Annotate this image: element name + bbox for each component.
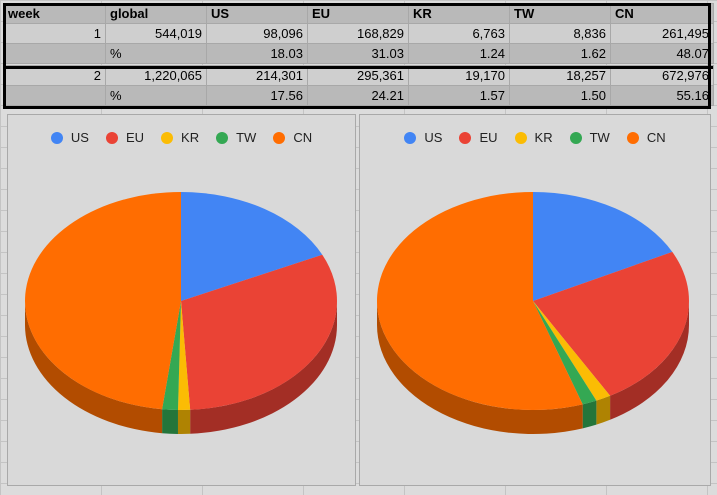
legend-label: KR	[181, 130, 200, 145]
header-global[interactable]: global	[105, 3, 207, 24]
cell-cn[interactable]: 261,495	[610, 23, 714, 44]
cell-global[interactable]: 544,019	[105, 23, 207, 44]
slice-side-tw	[582, 400, 597, 429]
legend-item-cn[interactable]: CN	[626, 130, 666, 145]
slice-side-cn	[25, 301, 163, 434]
legend-label: TW	[236, 130, 257, 145]
header-cn[interactable]: CN	[610, 3, 714, 24]
legend-item-eu[interactable]: EU	[459, 130, 498, 145]
slice-side-tw	[162, 409, 178, 434]
cell-cn-pct[interactable]: 48.07	[610, 43, 714, 64]
cell-eu-pct[interactable]: 24.21	[307, 85, 409, 106]
cell-eu-pct[interactable]: 31.03	[307, 43, 409, 64]
slice-kr[interactable]	[177, 301, 191, 410]
slice-tw[interactable]	[533, 301, 597, 405]
chart-legend: US EU KR TW CN	[360, 130, 710, 145]
legend-dot	[459, 131, 472, 144]
pie-chart-week-1[interactable]: US EU KR TW CN	[7, 114, 356, 486]
cell-us-pct[interactable]: 17.56	[206, 85, 308, 106]
header-eu[interactable]: EU	[307, 3, 409, 24]
header-week[interactable]: week	[3, 3, 106, 24]
legend-label: EU	[125, 130, 145, 145]
slice-kr[interactable]	[533, 301, 611, 401]
cell-week[interactable]: 2	[3, 65, 106, 86]
cell-pct-label[interactable]: %	[105, 43, 207, 64]
cell-eu[interactable]: 168,829	[307, 23, 409, 44]
slice-us[interactable]	[533, 192, 673, 301]
legend-label: KR	[534, 130, 553, 145]
cell-us-pct[interactable]: 18.03	[206, 43, 308, 64]
cell-kr[interactable]: 6,763	[408, 23, 510, 44]
legend-item-us[interactable]: US	[50, 130, 89, 145]
slice-cn[interactable]	[25, 192, 182, 410]
legend-label: EU	[479, 130, 498, 145]
header-tw[interactable]: TW	[509, 3, 611, 24]
pie-chart-week-2[interactable]: US EU KR TW CN	[359, 114, 711, 486]
table-row: 1 544,019 98,096 168,829 6,763 8,836 261…	[3, 23, 714, 44]
cell-pct-label[interactable]: %	[105, 85, 207, 106]
slice-side-kr	[177, 409, 191, 434]
slice-side-cn	[377, 301, 583, 434]
header-kr[interactable]: KR	[408, 3, 510, 24]
legend-item-cn[interactable]: CN	[273, 130, 312, 145]
data-table: week global US EU KR TW CN 1 544,019 98,…	[3, 3, 714, 106]
cell-week[interactable]: 1	[3, 23, 106, 44]
cell-kr[interactable]: 19,170	[408, 65, 510, 86]
legend-item-kr[interactable]: KR	[514, 130, 553, 145]
legend-dot	[626, 131, 639, 144]
slice-side-kr	[596, 395, 611, 425]
table-row: 2 1,220,065 214,301 295,361 19,170 18,25…	[3, 65, 714, 86]
week-separator	[3, 66, 713, 69]
slice-cn[interactable]	[376, 192, 583, 410]
cell-kr-pct[interactable]: 1.24	[408, 43, 510, 64]
cell-tw[interactable]: 8,836	[509, 23, 611, 44]
cell-us[interactable]: 98,096	[206, 23, 308, 44]
pie-svg	[25, 192, 337, 434]
slice-us[interactable]	[181, 192, 323, 301]
pie-svg	[376, 192, 689, 434]
legend-item-tw[interactable]: TW	[216, 130, 256, 145]
cell-tw-pct[interactable]: 1.62	[509, 43, 611, 64]
table-row: % 18.03 31.03 1.24 1.62 48.07	[3, 43, 714, 64]
cell-cn-pct[interactable]: 55.16	[610, 85, 714, 106]
slice-eu[interactable]	[181, 254, 337, 410]
legend-label: US	[424, 130, 443, 145]
legend-dot	[216, 131, 229, 144]
legend-dot	[514, 131, 527, 144]
legend-label: TW	[589, 130, 610, 145]
legend-item-tw[interactable]: TW	[569, 130, 610, 145]
header-us[interactable]: US	[206, 3, 308, 24]
legend-label: CN	[646, 130, 666, 145]
chart-legend: US EU KR TW CN	[8, 130, 355, 145]
slice-side-eu	[190, 301, 337, 434]
legend-dot	[161, 131, 174, 144]
slice-side-eu	[610, 301, 689, 420]
legend-item-kr[interactable]: KR	[161, 130, 199, 145]
table-row: % 17.56 24.21 1.57 1.50 55.16	[3, 85, 714, 106]
legend-item-eu[interactable]: EU	[105, 130, 145, 145]
legend-dot	[50, 131, 63, 144]
cell-global[interactable]: 1,220,065	[105, 65, 207, 86]
slice-tw[interactable]	[162, 301, 181, 410]
cell-tw-pct[interactable]: 1.50	[509, 85, 611, 106]
legend-dot	[105, 131, 118, 144]
legend-item-us[interactable]: US	[404, 130, 442, 145]
cell-empty[interactable]	[3, 43, 106, 64]
legend-dot	[404, 131, 417, 144]
legend-dot	[273, 131, 286, 144]
cell-cn[interactable]: 672,976	[610, 65, 714, 86]
legend-label: US	[70, 130, 89, 145]
cell-empty[interactable]	[3, 85, 106, 106]
cell-tw[interactable]: 18,257	[509, 65, 611, 86]
slice-eu[interactable]	[533, 251, 689, 396]
legend-label: CN	[293, 130, 313, 145]
header-row: week global US EU KR TW CN	[3, 3, 714, 24]
cell-kr-pct[interactable]: 1.57	[408, 85, 510, 106]
legend-dot	[569, 131, 582, 144]
